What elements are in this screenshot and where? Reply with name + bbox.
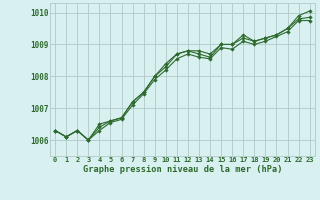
X-axis label: Graphe pression niveau de la mer (hPa): Graphe pression niveau de la mer (hPa) xyxy=(83,164,282,174)
